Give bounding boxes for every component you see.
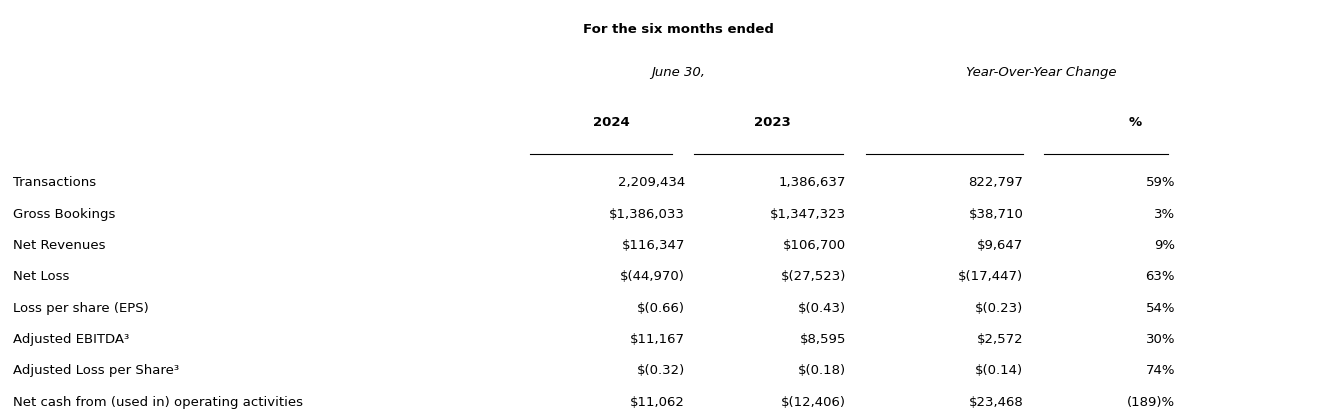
Text: $(17,447): $(17,447) xyxy=(959,271,1023,283)
Text: Net Loss: Net Loss xyxy=(13,271,70,283)
Text: Transactions: Transactions xyxy=(13,176,97,189)
Text: 9%: 9% xyxy=(1154,239,1175,252)
Text: $106,700: $106,700 xyxy=(783,239,846,252)
Text: 74%: 74% xyxy=(1146,364,1175,377)
Text: $8,595: $8,595 xyxy=(799,333,846,346)
Text: 822,797: 822,797 xyxy=(968,176,1023,189)
Text: $11,062: $11,062 xyxy=(630,396,685,409)
Text: $(0.23): $(0.23) xyxy=(975,302,1023,315)
Text: Loss per share (EPS): Loss per share (EPS) xyxy=(13,302,149,315)
Text: $38,710: $38,710 xyxy=(968,208,1023,221)
Text: $(0.43): $(0.43) xyxy=(798,302,846,315)
Text: $(0.32): $(0.32) xyxy=(637,364,685,377)
Text: $9,647: $9,647 xyxy=(978,239,1023,252)
Text: 63%: 63% xyxy=(1146,271,1175,283)
Text: $(12,406): $(12,406) xyxy=(782,396,846,409)
Text: June 30,: June 30, xyxy=(651,66,705,79)
Text: 59%: 59% xyxy=(1146,176,1175,189)
Text: Adjusted EBITDA³: Adjusted EBITDA³ xyxy=(13,333,130,346)
Text: $116,347: $116,347 xyxy=(622,239,685,252)
Text: $23,468: $23,468 xyxy=(968,396,1023,409)
Text: 2,209,434: 2,209,434 xyxy=(618,176,685,189)
Text: $1,386,033: $1,386,033 xyxy=(610,208,685,221)
Text: $(27,523): $(27,523) xyxy=(780,271,846,283)
Text: 1,386,637: 1,386,637 xyxy=(779,176,846,189)
Text: Net Revenues: Net Revenues xyxy=(13,239,106,252)
Text: 30%: 30% xyxy=(1146,333,1175,346)
Text: Gross Bookings: Gross Bookings xyxy=(13,208,115,221)
Text: $(0.14): $(0.14) xyxy=(975,364,1023,377)
Text: Net cash from (used in) operating activities: Net cash from (used in) operating activi… xyxy=(13,396,304,409)
Text: 2023: 2023 xyxy=(753,116,791,129)
Text: 54%: 54% xyxy=(1146,302,1175,315)
Text: $11,167: $11,167 xyxy=(630,333,685,346)
Text: $1,347,323: $1,347,323 xyxy=(770,208,846,221)
Text: Adjusted Loss per Share³: Adjusted Loss per Share³ xyxy=(13,364,180,377)
Text: For the six months ended: For the six months ended xyxy=(583,23,774,36)
Text: 2024: 2024 xyxy=(592,116,630,129)
Text: $(0.66): $(0.66) xyxy=(637,302,685,315)
Text: Year-Over-Year Change: Year-Over-Year Change xyxy=(966,66,1116,79)
Text: (189)%: (189)% xyxy=(1127,396,1175,409)
Text: 3%: 3% xyxy=(1154,208,1175,221)
Text: %: % xyxy=(1128,116,1142,129)
Text: $(0.18): $(0.18) xyxy=(798,364,846,377)
Text: $2,572: $2,572 xyxy=(976,333,1023,346)
Text: $(44,970): $(44,970) xyxy=(620,271,685,283)
